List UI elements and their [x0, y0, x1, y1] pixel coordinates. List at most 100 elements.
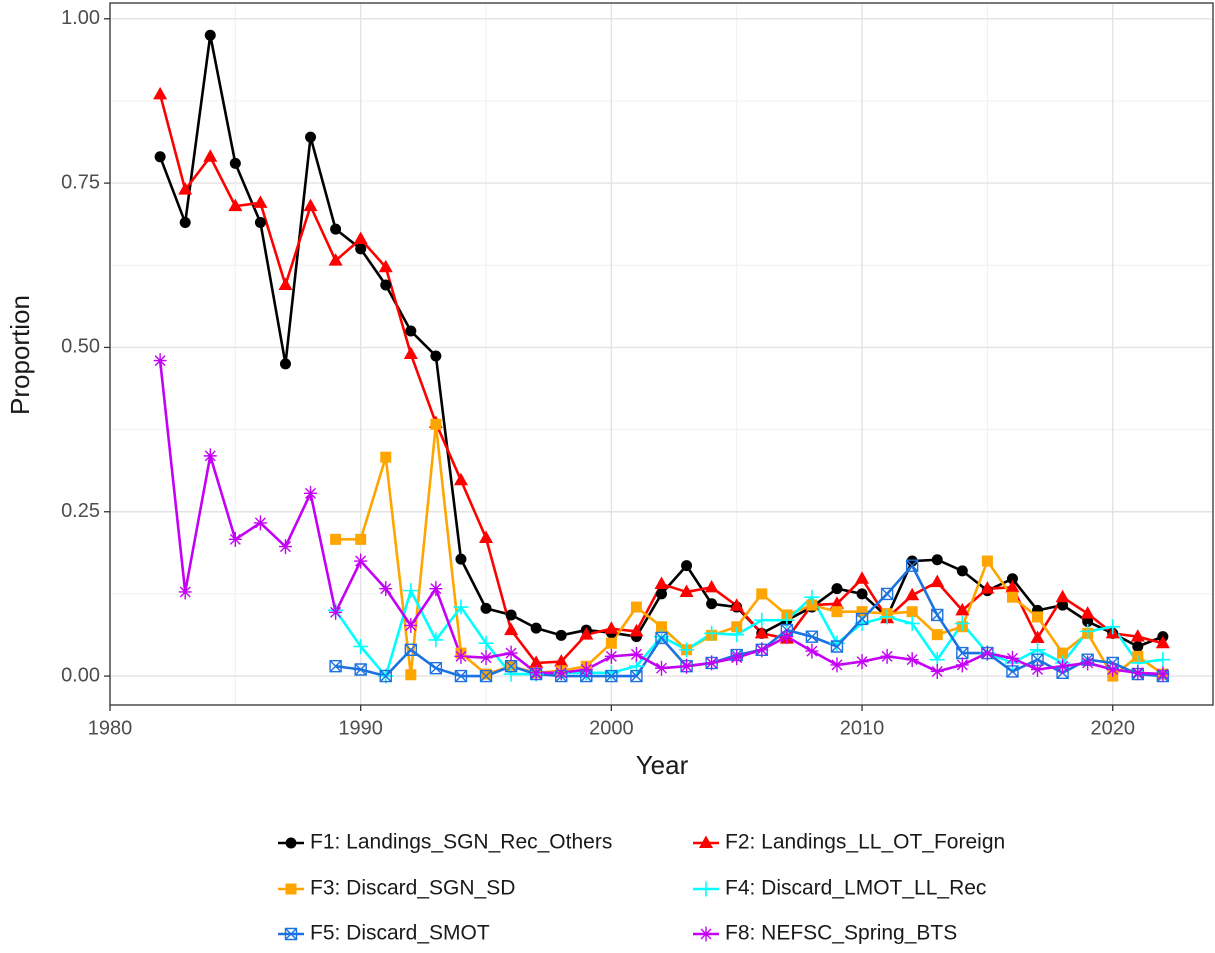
marker [1006, 573, 1018, 585]
marker-shape [284, 927, 298, 941]
marker [629, 623, 644, 637]
marker-shape [530, 622, 542, 634]
legend-label: F1: Landings_SGN_Rec_Others [310, 831, 612, 854]
marker-shape [405, 325, 417, 337]
marker-shape [880, 648, 894, 664]
marker-shape [554, 654, 569, 667]
marker [1056, 658, 1070, 674]
x-tick-label: 1980 [88, 717, 133, 739]
marker [980, 645, 994, 661]
marker [681, 560, 693, 572]
marker [980, 581, 995, 594]
marker [153, 353, 167, 369]
marker-shape [529, 665, 543, 681]
marker-shape [305, 131, 317, 143]
legend-label: F8: NEFSC_Spring_BTS [725, 922, 957, 945]
marker [756, 588, 768, 600]
marker-shape [254, 217, 266, 229]
marker [228, 531, 242, 547]
marker-shape [1006, 665, 1019, 678]
marker [403, 346, 418, 359]
series-group [153, 29, 1171, 684]
marker [906, 606, 918, 618]
marker-shape [1006, 591, 1018, 603]
marker-shape [330, 533, 342, 545]
marker [404, 617, 418, 633]
marker-shape [930, 663, 944, 679]
marker [253, 195, 268, 208]
marker-shape [228, 198, 243, 212]
marker [654, 576, 669, 590]
marker [1031, 662, 1045, 678]
marker [731, 621, 743, 633]
marker-shape [378, 259, 393, 273]
marker [931, 608, 944, 622]
marker-shape [981, 555, 993, 567]
marker-shape [955, 657, 969, 673]
marker [328, 253, 343, 266]
marker [1057, 647, 1069, 659]
marker [329, 660, 342, 673]
marker-shape [855, 571, 870, 584]
marker [379, 581, 393, 597]
legend-item: F1: Landings_SGN_Rec_Others [278, 831, 612, 854]
marker-shape [504, 660, 518, 673]
marker [555, 629, 567, 641]
legend-item: F8: NEFSC_Spring_BTS [693, 922, 957, 945]
marker [179, 217, 191, 229]
marker-shape [453, 599, 469, 615]
marker-shape [698, 881, 714, 897]
marker-shape [379, 581, 393, 597]
marker-shape [379, 669, 392, 683]
marker [278, 539, 292, 555]
marker [1131, 665, 1145, 681]
marker-shape [680, 658, 694, 674]
marker [829, 596, 844, 609]
marker-shape [479, 650, 493, 666]
marker [278, 277, 293, 290]
marker-shape [605, 637, 617, 649]
marker-shape [479, 530, 494, 544]
marker-shape [1005, 650, 1019, 666]
marker-shape [654, 576, 669, 590]
marker [806, 599, 818, 611]
marker [429, 581, 443, 597]
marker [554, 665, 568, 681]
y-axis-title: Proportion [5, 295, 35, 415]
marker [680, 658, 694, 674]
marker [330, 223, 342, 235]
marker-shape [756, 588, 768, 600]
marker [479, 650, 493, 666]
marker [879, 609, 895, 625]
marker [629, 646, 643, 662]
marker-shape [1031, 662, 1045, 678]
marker-shape [404, 617, 418, 633]
marker [330, 533, 342, 545]
marker [579, 627, 594, 640]
marker [656, 621, 667, 633]
marker-shape [404, 643, 418, 656]
marker-shape [705, 655, 719, 671]
marker [529, 665, 543, 681]
marker-shape [479, 669, 493, 683]
marker-shape [656, 588, 667, 600]
legend-item: F3: Discard_SGN_SD [278, 877, 515, 900]
marker [229, 157, 241, 169]
marker [1030, 630, 1045, 643]
marker [704, 579, 719, 593]
marker-shape [905, 559, 919, 572]
marker [706, 598, 718, 610]
marker [704, 625, 720, 641]
marker-shape [655, 660, 668, 676]
marker [355, 243, 367, 255]
marker-shape [380, 279, 392, 291]
marker-shape [354, 663, 367, 676]
marker-shape [278, 539, 292, 555]
marker-shape [328, 253, 343, 266]
marker [956, 646, 969, 660]
marker-shape [699, 926, 713, 942]
marker [905, 587, 920, 601]
y-tick-label: 0.00 [61, 664, 100, 686]
marker-shape [805, 643, 819, 659]
